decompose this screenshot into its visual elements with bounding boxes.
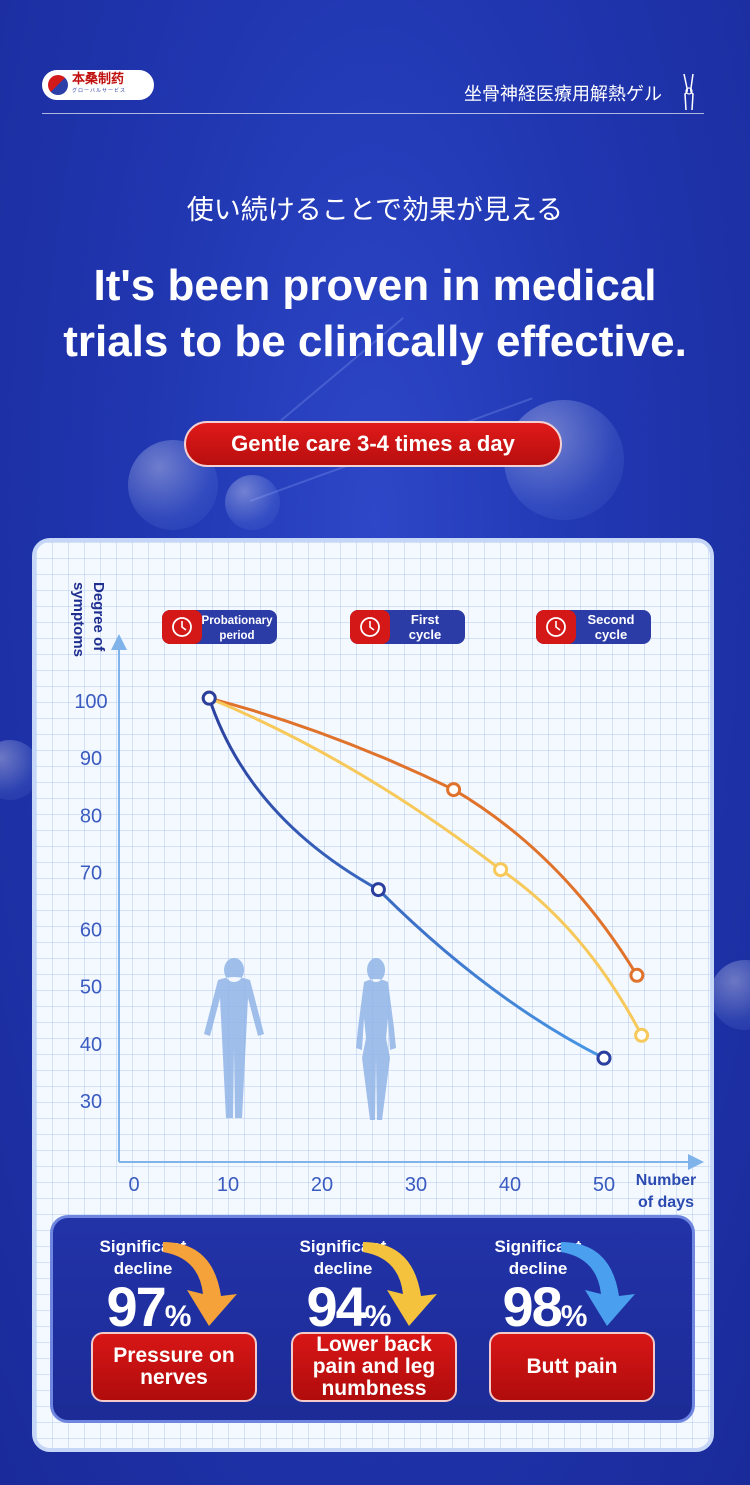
y-tick-label: 80 xyxy=(80,805,102,827)
product-name: 坐骨神経医療用解熱ゲル xyxy=(464,84,662,104)
x-tick-label: 50 xyxy=(593,1174,615,1196)
y-axis-ticks: 100 90 80 70 60 50 40 30 xyxy=(74,691,107,1113)
symptom-line-chart: 100 90 80 70 60 50 40 30 0 10 20 30 40 50 Probationa… xyxy=(70,582,704,1211)
stat-label: Significant decline xyxy=(494,1237,582,1278)
brand-name: 本桑制药 xyxy=(72,71,125,86)
brand-tagline: グローバルサービス xyxy=(72,88,126,94)
data-point xyxy=(596,1050,612,1066)
y-axis-label-line2: symptoms xyxy=(70,582,87,657)
down-arrow-icon xyxy=(363,1242,437,1326)
headline-line-2: trials to be clinically effective. xyxy=(63,317,687,366)
x-axis-ticks: 0 10 20 30 40 50 xyxy=(128,1174,615,1196)
x-tick-label: 30 xyxy=(405,1174,427,1196)
series-line xyxy=(208,696,643,1036)
woman-figure-icon xyxy=(356,958,396,1120)
phase-label-line2: period xyxy=(219,630,254,642)
subtitle-jp: 使い続けることで効果が見える xyxy=(186,195,564,225)
x-tick-label: 0 xyxy=(128,1174,139,1196)
headline: It's been proven in medical trials to be… xyxy=(0,258,750,370)
phase-label-line2: cycle xyxy=(409,627,442,642)
chart-series xyxy=(201,690,650,1066)
data-point xyxy=(370,882,386,898)
stat-lower-back-pain: Significant decline 94% Lower back pain … xyxy=(253,1218,457,1418)
y-tick-label: 30 xyxy=(80,1091,102,1113)
molecule-bubble xyxy=(225,475,280,530)
stat-percent: 98% xyxy=(502,1275,588,1338)
phase-label: Probationary xyxy=(202,615,274,627)
x-axis-label: Number xyxy=(636,1172,696,1189)
symptom-badge: Lower back pain and leg numbness xyxy=(291,1332,457,1402)
stat-pressure-on-nerves: Significant decline 97% Pressure on nerv… xyxy=(53,1218,257,1418)
data-point xyxy=(634,1027,650,1043)
results-panel: Significant decline 97% Pressure on nerv… xyxy=(50,1215,695,1423)
molecule-bubble xyxy=(710,960,750,1030)
y-tick-label: 40 xyxy=(80,1034,102,1056)
brand-mark-icon xyxy=(48,75,68,95)
x-axis-label-line2: of days xyxy=(638,1194,694,1211)
y-tick-label: 100 xyxy=(74,691,107,713)
series-line xyxy=(207,697,605,1060)
data-point xyxy=(629,967,645,983)
y-tick-label: 90 xyxy=(80,748,102,770)
phase-label: Second xyxy=(588,612,635,627)
stat-percent: 94% xyxy=(306,1275,392,1338)
phase-label: First xyxy=(411,612,440,627)
y-tick-label: 60 xyxy=(80,920,102,942)
chart-axes xyxy=(111,634,704,1170)
symptom-badge: Butt pain xyxy=(489,1332,655,1402)
human-figures xyxy=(204,958,396,1120)
data-point xyxy=(493,862,509,878)
data-point xyxy=(201,690,217,706)
care-frequency-pill: Gentle care 3-4 times a day xyxy=(184,421,562,467)
y-tick-label: 50 xyxy=(80,977,102,999)
stat-butt-pain: Significant decline 98% Butt pain xyxy=(451,1218,655,1418)
x-tick-label: 10 xyxy=(217,1174,239,1196)
phase-badge: Probationary period xyxy=(162,610,277,644)
data-point xyxy=(446,782,462,798)
down-arrow-icon xyxy=(561,1242,635,1326)
header-divider xyxy=(42,113,704,114)
brand-logo: 本桑制药グローバルサービス xyxy=(42,70,154,100)
x-tick-label: 20 xyxy=(311,1174,333,1196)
clock-icon xyxy=(360,617,380,637)
x-tick-label: 40 xyxy=(499,1174,521,1196)
headline-line-1: It's been proven in medical xyxy=(93,261,657,310)
stat-percent: 97% xyxy=(106,1275,192,1338)
phase-label-line2: cycle xyxy=(595,627,628,642)
y-tick-label: 70 xyxy=(80,862,102,884)
knee-joint-icon xyxy=(683,73,694,111)
man-figure-icon xyxy=(204,958,264,1118)
down-arrow-icon xyxy=(163,1242,237,1326)
y-axis-label: Degree of xyxy=(90,582,107,652)
symptom-badge: Pressure on nerves xyxy=(91,1332,257,1402)
clock-icon xyxy=(172,617,192,637)
clock-icon xyxy=(546,617,566,637)
